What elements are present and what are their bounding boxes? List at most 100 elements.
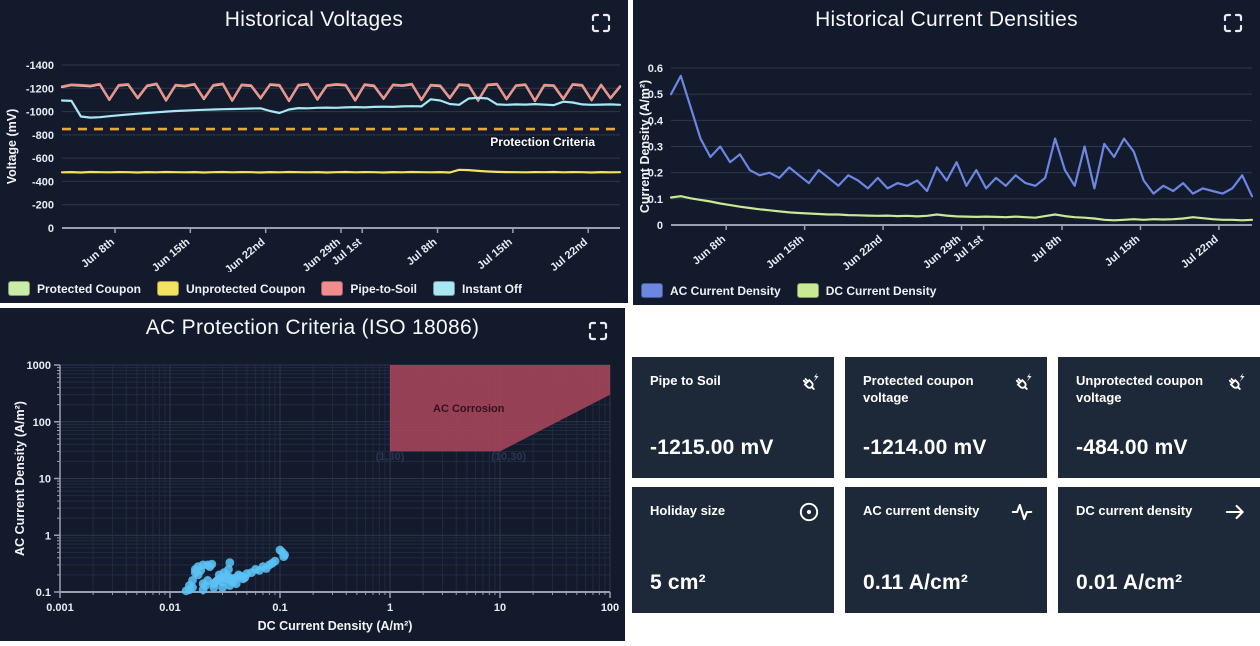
- current-density-legend: AC Current Density DC Current Density: [641, 283, 936, 298]
- card-value: 0.11 A/cm²: [863, 571, 969, 594]
- svg-text:0.5: 0.5: [648, 89, 663, 101]
- card-value: 0.01 A/cm²: [1076, 571, 1183, 594]
- svg-text:Jun 22nd: Jun 22nd: [840, 233, 885, 273]
- legend-label: AC Current Density: [670, 283, 781, 298]
- svg-text:Jul 15th: Jul 15th: [1103, 233, 1143, 269]
- svg-text:0.1: 0.1: [272, 602, 287, 614]
- legend-swatch: [8, 281, 30, 296]
- card-unprotected-coupon-voltage: Unprotected coupon voltage -484.00 mV: [1058, 357, 1260, 478]
- svg-text:10: 10: [494, 602, 506, 614]
- legend-swatch: [321, 281, 344, 296]
- plug-bolt-icon: [1010, 370, 1034, 399]
- legend-label: Unprotected Coupon: [186, 281, 306, 296]
- svg-text:0.6: 0.6: [648, 63, 663, 75]
- svg-text:-1200: -1200: [26, 83, 54, 95]
- svg-text:0.3: 0.3: [648, 142, 663, 154]
- card-label: AC current density: [863, 503, 980, 518]
- svg-text:0.4: 0.4: [648, 115, 664, 127]
- legend-swatch: [433, 281, 455, 296]
- svg-text:Jul 22nd: Jul 22nd: [1179, 233, 1221, 271]
- legend-label: Protected Coupon: [37, 281, 141, 296]
- ac-protection-criteria-panel: AC Protection Criteria (ISO 18086) 0.001…: [0, 308, 625, 641]
- card-value: -484.00 mV: [1076, 436, 1188, 459]
- svg-text:Jun 22nd: Jun 22nd: [223, 236, 268, 272]
- card-value: -1214.00 mV: [863, 436, 987, 459]
- card-label: Pipe to Soil: [650, 373, 721, 388]
- criteria-scatter-chart[interactable]: 0.001 0.01 0.1 1 10 100 0.1 1 10 100 1000 AC Corros…: [0, 348, 625, 640]
- legend-swatch: [641, 283, 663, 298]
- svg-text:0: 0: [657, 220, 663, 232]
- card-protected-coupon-voltage: Protected coupon voltage -1214.00 mV: [845, 357, 1047, 478]
- svg-text:100: 100: [33, 417, 51, 429]
- svg-text:Jul 8th: Jul 8th: [1029, 233, 1064, 265]
- historical-current-densities-panel: Historical Current Densities 0.6 0.5 0.4 0.…: [633, 0, 1260, 305]
- svg-text:Jul 8th: Jul 8th: [405, 236, 440, 268]
- card-holiday-size: Holiday size 5 cm²: [632, 487, 834, 613]
- svg-text:0.1: 0.1: [36, 587, 51, 599]
- svg-text:-400: -400: [32, 176, 54, 188]
- current-density-chart[interactable]: 0.6 0.5 0.4 0.3 0.2 0.1 0 Jun 8th Jun 15th Jun 22…: [633, 34, 1260, 274]
- circle-dot-icon: [797, 500, 821, 529]
- legend-item[interactable]: DC Current Density: [796, 283, 937, 298]
- svg-text:DC Current Density (A/m²): DC Current Density (A/m²): [258, 619, 413, 633]
- svg-text:Jun 15th: Jun 15th: [764, 233, 807, 271]
- legend-item[interactable]: Protected Coupon: [8, 281, 141, 296]
- expand-icon[interactable]: [588, 10, 614, 36]
- plug-bolt-icon: [797, 370, 821, 399]
- legend-item[interactable]: Unprotected Coupon: [157, 281, 305, 296]
- svg-text:-1400: -1400: [26, 60, 54, 72]
- panel-title: Historical Current Densities: [815, 8, 1078, 31]
- historical-voltages-panel: Historical Voltages -1400 -1200 -1000 -800-…: [0, 0, 628, 303]
- card-label: DC current density: [1076, 503, 1193, 518]
- card-pipe-to-soil: Pipe to Soil -1215.00 mV: [632, 357, 834, 478]
- expand-icon[interactable]: [585, 318, 611, 344]
- svg-text:1000: 1000: [27, 360, 51, 372]
- arrow-right-icon: [1223, 500, 1247, 529]
- svg-text:AC Current Density (A/m²): AC Current Density (A/m²): [13, 401, 27, 556]
- legend-label: Pipe-to-Soil: [350, 281, 417, 296]
- svg-text:1: 1: [45, 530, 51, 542]
- svg-text:1: 1: [387, 602, 393, 614]
- panel-title: AC Protection Criteria (ISO 18086): [145, 316, 480, 339]
- svg-text:-200: -200: [32, 200, 54, 212]
- card-label: Protected coupon voltage: [863, 373, 974, 405]
- svg-text:-800: -800: [32, 130, 54, 142]
- card-dc-current-density: DC current density 0.01 A/cm²: [1058, 487, 1260, 613]
- stat-cards: Pipe to Soil -1215.00 mV Protected coupo…: [632, 357, 1260, 613]
- card-ac-current-density: AC current density 0.11 A/cm²: [845, 487, 1047, 613]
- svg-text:100: 100: [601, 602, 619, 614]
- svg-text:0: 0: [48, 223, 54, 235]
- voltage-legend: Protected Coupon Unprotected Coupon Pipe-t…: [8, 281, 522, 296]
- svg-text:0.1: 0.1: [648, 194, 663, 206]
- svg-text:-1000: -1000: [26, 107, 54, 119]
- svg-text:AC Corrosion: AC Corrosion: [433, 403, 505, 415]
- svg-text:Jun 8th: Jun 8th: [79, 236, 117, 271]
- svg-text:0.2: 0.2: [648, 168, 663, 180]
- svg-text:Jun 8th: Jun 8th: [690, 233, 728, 268]
- legend-item[interactable]: Pipe-to-Soil: [321, 281, 417, 296]
- legend-label: DC Current Density: [825, 283, 937, 298]
- svg-text:(1,30): (1,30): [376, 451, 405, 463]
- expand-icon[interactable]: [1220, 10, 1246, 36]
- svg-text:-600: -600: [32, 153, 54, 165]
- legend-item[interactable]: Instant Off: [433, 281, 522, 296]
- svg-text:Current Density (A/m²): Current Density (A/m²): [638, 80, 652, 213]
- voltage-chart[interactable]: -1400 -1200 -1000 -800 -600 -400 -200 0 Jun 8th J…: [0, 34, 628, 272]
- legend-item[interactable]: AC Current Density: [641, 283, 781, 298]
- svg-text:0.001: 0.001: [46, 602, 74, 614]
- svg-text:10: 10: [39, 474, 51, 486]
- svg-text:Jul 15th: Jul 15th: [475, 236, 515, 272]
- svg-text:Jul 22nd: Jul 22nd: [548, 236, 590, 272]
- card-label: Unprotected coupon voltage: [1076, 373, 1204, 405]
- svg-text:0.01: 0.01: [159, 602, 180, 614]
- panel-title: Historical Voltages: [224, 8, 404, 31]
- svg-text:Jun 15th: Jun 15th: [150, 236, 193, 272]
- svg-text:Voltage (mV): Voltage (mV): [5, 109, 19, 184]
- card-label: Holiday size: [650, 503, 726, 518]
- legend-swatch: [157, 281, 179, 296]
- svg-text:Protection Criteria: Protection Criteria: [490, 135, 595, 149]
- card-value: -1215.00 mV: [650, 436, 774, 459]
- svg-text:(10,30): (10,30): [491, 451, 526, 463]
- legend-label: Instant Off: [462, 281, 522, 296]
